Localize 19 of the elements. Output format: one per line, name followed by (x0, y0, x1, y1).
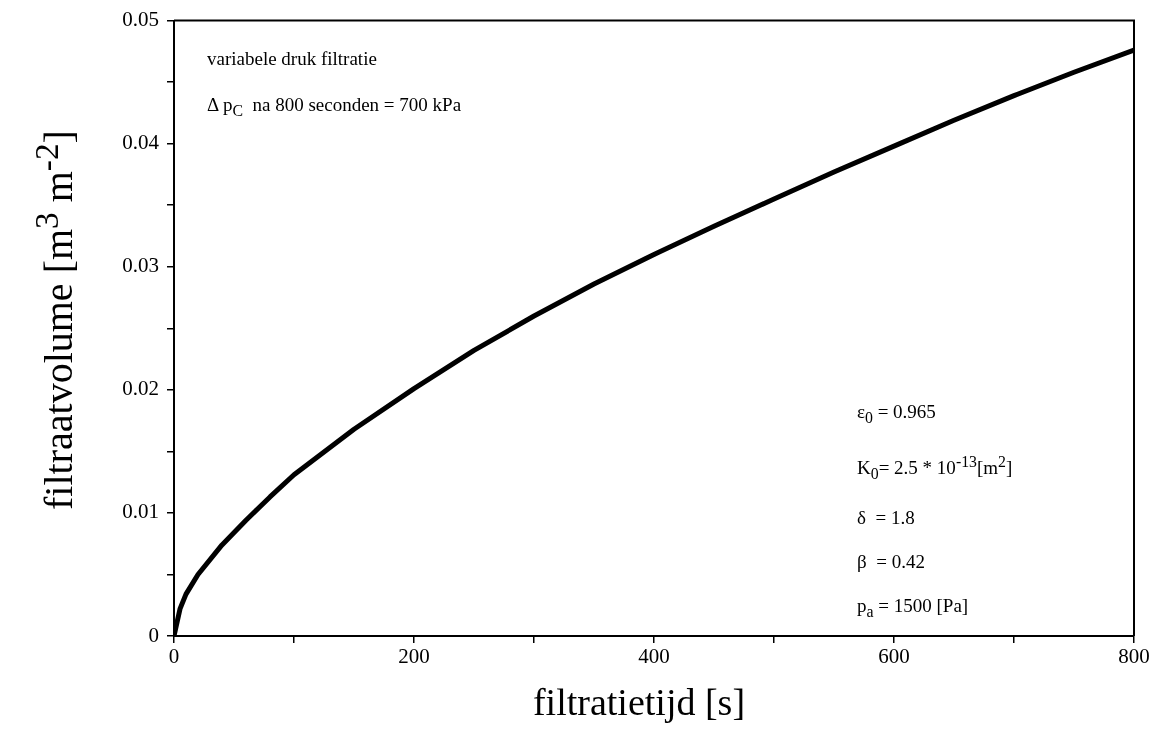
annotation: variabele druk filtratie (207, 47, 378, 71)
y-tick-label: 0.03 (122, 253, 159, 278)
y-tick-label: 0 (148, 622, 159, 647)
annotation: Δ p$_{C}$ na 800 seconden = 700 kPa (207, 93, 462, 121)
x-tick-label: 400 (638, 644, 670, 669)
annotation: K$_{0}$= 2.5 * 10$^{-13}$[m$^{2}$] (857, 451, 1013, 484)
y-tick-label: 0.04 (122, 130, 160, 155)
annotation: β = 0.42 (857, 549, 926, 574)
annotation: δ = 1.8 (857, 505, 916, 530)
annotation: p$_{a}$ = 1500 [Pa] (857, 593, 970, 622)
x-tick-label: 0 (168, 644, 180, 669)
y-tick-label: 0.02 (122, 376, 159, 401)
x-axis-title: filtratietijd [s] (531, 680, 747, 724)
x-tick-label: 600 (878, 644, 910, 669)
y-tick-label: 0.01 (122, 499, 159, 524)
x-tick-label: 800 (1118, 644, 1150, 669)
y-tick-label: 0.05 (122, 7, 159, 32)
annotation: ε$_{0}$ = 0.965 (857, 400, 937, 428)
x-tick-label: 200 (398, 644, 430, 669)
